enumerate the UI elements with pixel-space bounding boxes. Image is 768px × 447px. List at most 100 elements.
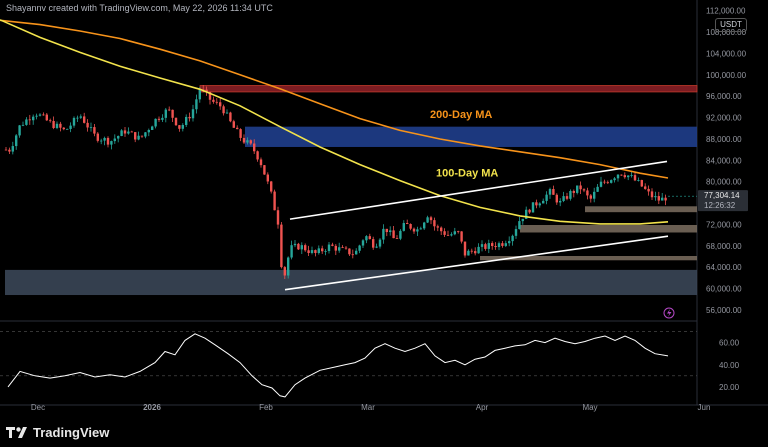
candle-body bbox=[232, 121, 235, 128]
candle-body bbox=[474, 251, 477, 254]
candle-body bbox=[246, 140, 249, 143]
candle-body bbox=[355, 250, 358, 255]
time-axis-label: Apr bbox=[476, 403, 489, 412]
candle-body bbox=[562, 196, 565, 201]
candle-body bbox=[239, 129, 242, 138]
price-axis-label: 80,000.00 bbox=[706, 178, 742, 187]
candle-body bbox=[215, 101, 218, 103]
time-axis-label: Mar bbox=[361, 403, 375, 412]
candle-body bbox=[429, 217, 433, 221]
candlesticks bbox=[4, 85, 667, 280]
candle-body bbox=[18, 125, 21, 136]
candle-body bbox=[358, 245, 361, 251]
candle-body bbox=[436, 226, 439, 228]
candle-body bbox=[69, 125, 72, 129]
candle-body bbox=[477, 246, 480, 254]
price-axis-label: 104,000.00 bbox=[706, 49, 747, 58]
candle-body bbox=[89, 127, 93, 128]
candle-body bbox=[198, 89, 201, 100]
candle-body bbox=[287, 257, 290, 276]
candle-body bbox=[443, 231, 446, 235]
time-axis[interactable]: Dec 2026 Feb Mar Apr May Jun bbox=[31, 403, 711, 412]
candle-body bbox=[344, 247, 348, 249]
zone-support-2 bbox=[520, 225, 697, 233]
candle-body bbox=[385, 228, 388, 233]
candle-body bbox=[497, 243, 501, 248]
candle-body bbox=[290, 245, 293, 258]
price-axis-label: 112,000.00 bbox=[706, 7, 746, 16]
candle-body bbox=[586, 190, 589, 196]
candle-body bbox=[195, 99, 198, 110]
grid bbox=[0, 0, 768, 406]
candle-body bbox=[25, 119, 28, 125]
zone-support-3 bbox=[480, 256, 697, 261]
candle-body bbox=[93, 127, 96, 134]
candle-body bbox=[392, 230, 395, 239]
candle-body bbox=[650, 191, 654, 198]
currency-label[interactable]: USDT bbox=[715, 18, 747, 32]
candle-body bbox=[96, 133, 99, 141]
candle-body bbox=[171, 109, 174, 118]
candle-body bbox=[334, 245, 337, 251]
candle-body bbox=[525, 209, 528, 219]
candle-body bbox=[487, 243, 490, 249]
candle-body bbox=[185, 116, 188, 125]
candle-body bbox=[293, 243, 297, 246]
price-axis-label: 84,000.00 bbox=[706, 156, 742, 165]
candle-body bbox=[331, 244, 334, 246]
candle-body bbox=[21, 124, 25, 126]
candle-body bbox=[212, 99, 215, 102]
zone-demand bbox=[5, 269, 697, 296]
candle-body bbox=[419, 228, 422, 230]
candle-body bbox=[572, 190, 575, 193]
candle-body bbox=[664, 197, 667, 201]
candle-body bbox=[28, 119, 31, 121]
candle-body bbox=[66, 128, 69, 130]
candle-body bbox=[144, 132, 147, 137]
candle-body bbox=[242, 137, 246, 143]
candle-body bbox=[457, 231, 460, 233]
candle-body bbox=[375, 246, 378, 248]
candle-body bbox=[372, 239, 375, 248]
ma200-label: 200-Day MA bbox=[430, 109, 492, 121]
candle-body bbox=[661, 197, 664, 201]
candle-body bbox=[559, 200, 562, 203]
candle-body bbox=[402, 223, 405, 231]
candle-body bbox=[327, 244, 331, 252]
candle-body bbox=[45, 114, 48, 121]
price-axis-label: 96,000.00 bbox=[706, 92, 742, 101]
candle-body bbox=[406, 223, 409, 225]
candle-body bbox=[593, 191, 596, 199]
candle-body bbox=[409, 224, 412, 229]
candle-body bbox=[637, 180, 640, 181]
ma100-line bbox=[0, 19, 669, 225]
candle-body bbox=[62, 127, 65, 130]
price-tag-countdown: 12:26:32 bbox=[704, 201, 736, 210]
rsi-axis-label: 40.00 bbox=[719, 361, 740, 370]
candle-body bbox=[191, 109, 195, 119]
candle-body bbox=[253, 143, 256, 152]
candle-body bbox=[463, 241, 467, 256]
candle-body bbox=[548, 189, 552, 195]
candle-body bbox=[147, 130, 150, 133]
price-axis[interactable]: 112,000.00 108,000.00 104,000.00 100,000.00… bbox=[668, 7, 748, 315]
candle-body bbox=[55, 123, 59, 128]
time-axis-label: Feb bbox=[259, 403, 273, 412]
rsi-panel[interactable]: 60.00 40.00 20.00 bbox=[0, 331, 740, 398]
candle-body bbox=[300, 245, 303, 250]
candle-body bbox=[174, 117, 178, 126]
candle-body bbox=[501, 243, 504, 246]
candle-body bbox=[470, 250, 473, 252]
candle-body bbox=[555, 194, 558, 203]
candle-body bbox=[480, 244, 484, 247]
candle-body bbox=[72, 117, 76, 126]
candle-body bbox=[446, 234, 450, 236]
candle-body bbox=[266, 174, 269, 182]
candle-body bbox=[416, 229, 419, 232]
candle-body bbox=[134, 132, 137, 140]
candle-body bbox=[606, 182, 609, 184]
price-axis-label: 88,000.00 bbox=[706, 135, 742, 144]
candle-body bbox=[514, 229, 518, 236]
tradingview-logo[interactable]: TradingView bbox=[6, 422, 109, 442]
